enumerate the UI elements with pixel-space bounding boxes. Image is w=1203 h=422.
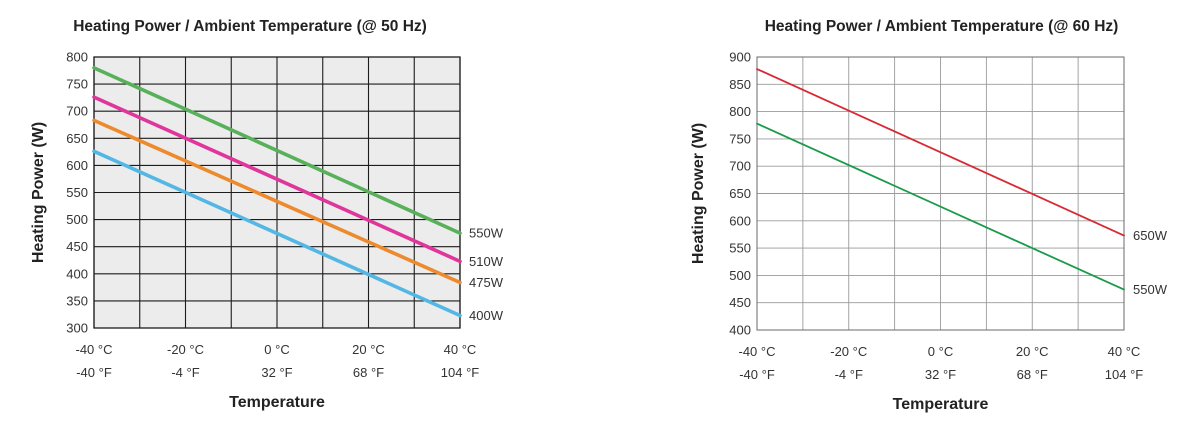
x-tick-label-celsius: -40 °C: [739, 344, 776, 359]
series-line-400w: [92, 149, 462, 318]
y-tick-label: 600: [729, 213, 751, 228]
plot-frame: [756, 56, 1125, 331]
y-tick-label: 400: [729, 323, 751, 338]
y-tick-label: 300: [66, 321, 88, 336]
y-tick-label: 600: [66, 158, 88, 173]
x-tick-label-fahrenheit: 32 °F: [261, 365, 292, 380]
y-tick-label: 700: [66, 104, 88, 119]
series-label: 475W: [469, 275, 504, 290]
x-tick-label-fahrenheit: 32 °F: [925, 367, 956, 382]
chart-title: Heating Power / Ambient Temperature (@ 5…: [73, 18, 427, 35]
x-axis-title: Temperature: [229, 394, 325, 411]
x-tick-label-celsius: 20 °C: [1016, 344, 1049, 359]
y-tick-label: 700: [729, 159, 751, 174]
chart-title: Heating Power / Ambient Temperature (@ 6…: [764, 18, 1119, 35]
x-tick-label-fahrenheit: 104 °F: [1105, 367, 1144, 382]
series-label: 400W: [469, 308, 504, 323]
x-tick-label-fahrenheit: 104 °F: [441, 365, 480, 380]
chart-60hz: Heating Power / Ambient Temperature (@ 6…: [680, 0, 1203, 422]
x-tick-label-fahrenheit: -40 °F: [739, 367, 775, 382]
y-tick-label: 350: [66, 293, 88, 308]
x-tick-label-fahrenheit: -4 °F: [835, 367, 863, 382]
plot-frame: [93, 56, 461, 329]
x-tick-label-fahrenheit: -40 °F: [76, 365, 112, 380]
y-tick-label: 750: [66, 77, 88, 92]
x-axis-title: Temperature: [893, 396, 989, 413]
y-axis-title: Heating Power (W): [690, 123, 707, 264]
y-tick-label: 800: [66, 50, 88, 65]
series-line-550w: [92, 66, 462, 235]
series-line-510w: [92, 95, 462, 264]
y-tick-label: 500: [66, 212, 88, 227]
y-tick-label: 800: [729, 104, 751, 119]
x-tick-label-celsius: 0 °C: [928, 344, 953, 359]
y-tick-label: 650: [66, 131, 88, 146]
series-line-475w: [92, 118, 462, 285]
x-tick-label-fahrenheit: -4 °F: [171, 365, 199, 380]
x-tick-label-celsius: 40 °C: [444, 342, 477, 357]
chart-50hz: Heating Power / Ambient Temperature (@ 5…: [0, 0, 504, 422]
y-tick-label: 400: [66, 266, 88, 281]
y-tick-label: 900: [729, 50, 751, 65]
series-label: 550W: [469, 226, 504, 241]
x-tick-label-celsius: 40 °C: [1108, 344, 1141, 359]
chart-60hz-plot: 400 450 500 550 600 650 700 750 800 850 900 -40 °C -…: [690, 50, 1168, 414]
y-tick-label: 500: [729, 268, 751, 283]
x-tick-label-fahrenheit: 68 °F: [353, 365, 384, 380]
y-tick-label: 650: [729, 186, 751, 201]
x-tick-label-fahrenheit: 68 °F: [1017, 367, 1048, 382]
series-label: 510W: [469, 254, 504, 269]
y-tick-label: 550: [66, 185, 88, 200]
y-axis-title: Heating Power (W): [30, 122, 47, 263]
x-tick-label-celsius: -40 °C: [76, 342, 113, 357]
x-tick-label-celsius: 0 °C: [264, 342, 289, 357]
x-tick-label-celsius: -20 °C: [167, 342, 204, 357]
x-tick-label-celsius: -20 °C: [830, 344, 867, 359]
series-label: 550W: [1133, 282, 1168, 297]
y-tick-label: 850: [729, 77, 751, 92]
y-tick-label: 450: [729, 295, 751, 310]
series-label: 650W: [1133, 228, 1168, 243]
chart-50hz-plot: 300 350 400 450 500 550 600 650 700 750 800 -40 °C -…: [30, 50, 504, 412]
x-tick-label-celsius: 20 °C: [352, 342, 385, 357]
series-line-650w: [756, 68, 1125, 237]
y-tick-label: 750: [729, 131, 751, 146]
series-line-550w: [756, 122, 1125, 291]
y-tick-label: 450: [66, 239, 88, 254]
y-tick-label: 550: [729, 241, 751, 256]
